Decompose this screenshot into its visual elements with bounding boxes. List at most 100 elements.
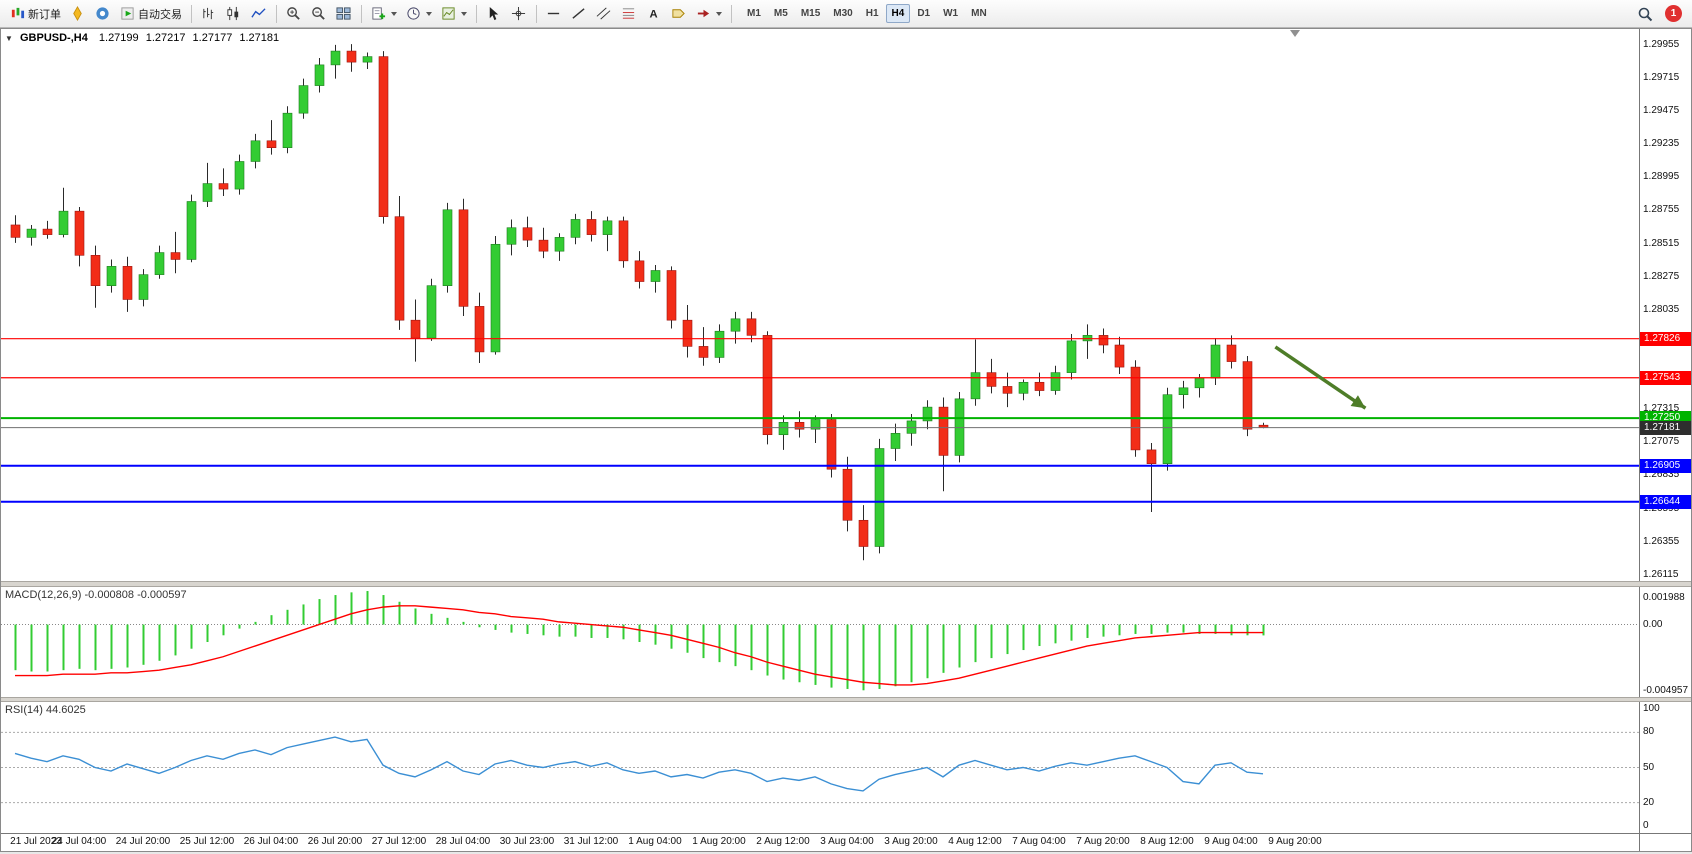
zoom-out-button[interactable] [307,2,331,26]
rsi-label: RSI(14) 44.6025 [5,704,86,716]
panel-divider[interactable] [1,697,1691,702]
main-toolbar: 新订单 自动交易 [0,0,1692,28]
channel-tool-button[interactable] [592,2,616,26]
time-label: 1 Aug 20:00 [692,836,746,847]
tile-windows-icon [336,7,351,20]
toolbar-separator [476,4,477,23]
chart-window: ▼ GBPUSD-,H4 1.27199 1.27217 1.27177 1.2… [0,28,1692,852]
notification-badge[interactable]: 1 [1665,5,1682,22]
timeframe-button-h4[interactable]: H4 [885,4,911,23]
quote-high: 1.27217 [145,32,186,44]
templates-button[interactable] [437,2,471,26]
price-tick: 1.29475 [1643,105,1680,117]
timeframe-button-m30[interactable]: M30 [827,4,858,23]
time-label: 25 Jul 12:00 [179,836,235,847]
price-tick: 1.28995 [1643,171,1680,183]
price-line-box: 1.27181 [1640,420,1691,435]
time-label: 9 Aug 20:00 [1268,836,1322,847]
zoom-out-icon [312,7,325,20]
zoom-in-button[interactable] [282,2,306,26]
rsi-panel[interactable]: RSI(14) 44.6025 [1,702,1639,833]
toolbar-separator [536,4,537,23]
time-label: 24 Jul 04:00 [51,836,107,847]
timeframe-group: M1 M5 M15 M30 H1 H4 D1 W1 MN [741,4,993,23]
trendline-tool-button[interactable] [567,2,591,26]
tile-windows-button[interactable] [332,2,356,26]
price-line-box: 1.27543 [1640,370,1691,385]
price-tick: 1.27315 [1643,403,1680,415]
new-chart-button[interactable] [367,2,401,26]
macd-canvas[interactable] [1,587,1639,697]
time-axis[interactable]: 21 Jul 2023 24 Jul 04:00 24 Jul 20:00 25 Ju… [1,834,1639,851]
macd-tick: 0.00 [1643,618,1663,630]
time-label: 3 Aug 20:00 [884,836,938,847]
toolbar-separator [361,4,362,23]
macd-panel[interactable]: MACD(12,26,9) -0.000808 -0.000597 [1,587,1639,697]
price-scale[interactable]: 1.29955 1.29715 1.29475 1.29235 1.28995 1.287… [1639,29,1691,581]
time-label: 7 Aug 20:00 [1076,836,1130,847]
price-line-box: 1.26644 [1640,494,1691,509]
macd-tick: -0.004957 [1643,685,1689,697]
time-label: 31 Jul 12:00 [563,836,619,847]
timeframe-button-d1[interactable]: D1 [911,4,936,23]
channel-icon [596,7,611,20]
chevron-down-icon [391,11,397,16]
time-label: 21 Jul 2023 [10,836,62,847]
search-button[interactable] [1633,2,1657,26]
timeframe-button-m15[interactable]: M15 [795,4,826,23]
chevron-down-icon [716,11,722,16]
price-tick: 1.27075 [1643,436,1680,448]
price-tick: 1.29235 [1643,138,1680,150]
autotrading-icon [121,7,134,20]
cursor-tool-button[interactable] [482,2,506,26]
price-line-box: 1.26905 [1640,458,1691,473]
rsi-canvas[interactable] [1,702,1639,833]
rsi-scale[interactable]: 100 80 50 20 0 [1639,702,1691,833]
timeframe-button-m1[interactable]: M1 [741,4,767,23]
crosshair-tool-button[interactable] [507,2,531,26]
price-tick: 1.26115 [1643,568,1679,580]
time-label: 3 Aug 04:00 [820,836,874,847]
toolbar-separator [191,4,192,23]
symbol-title: GBPUSD-,H4 [19,32,88,44]
template-icon [442,7,455,20]
time-label: 26 Jul 20:00 [307,836,363,847]
timeframe-button-m5[interactable]: M5 [768,4,794,23]
macd-scale[interactable]: 0.001988 0.00 -0.004957 [1639,587,1691,697]
rsi-tick: 0 [1643,820,1649,831]
bar-chart-button[interactable] [197,2,221,26]
timeframe-button-h1[interactable]: H1 [860,4,885,23]
candlestick-canvas[interactable] [1,29,1639,581]
timeframe-button-w1[interactable]: W1 [937,4,964,23]
time-label: 8 Aug 12:00 [1140,836,1194,847]
text-tool-button[interactable]: A [642,2,666,26]
bar-chart-icon [203,7,214,20]
periods-button[interactable] [402,2,436,26]
timeframe-button-mn[interactable]: MN [965,4,993,23]
time-label: 26 Jul 04:00 [243,836,299,847]
market-button[interactable] [66,2,90,26]
main-chart-area[interactable]: ▼ GBPUSD-,H4 1.27199 1.27217 1.27177 1.2… [1,29,1639,581]
label-tool-button[interactable] [667,2,691,26]
price-tick: 1.28515 [1643,237,1680,249]
community-button[interactable] [91,2,115,26]
panel-divider[interactable] [1,581,1691,587]
new-order-button[interactable]: 新订单 [6,2,65,26]
fibonacci-tool-button[interactable] [617,2,641,26]
price-tick: 1.29955 [1643,38,1680,50]
macd-label: MACD(12,26,9) -0.000808 -0.000597 [5,589,187,601]
community-icon [96,7,109,20]
rsi-tick: 100 [1643,703,1660,714]
horizontal-line-icon [547,12,560,15]
text-icon: A [649,8,657,20]
search-icon [1638,7,1653,21]
rsi-tick: 50 [1643,761,1655,773]
autotrading-button[interactable]: 自动交易 [116,2,186,26]
axis-corner [1639,834,1691,851]
crosshair-icon [511,6,526,21]
symbol-dropdown-icon[interactable]: ▼ [5,34,13,43]
horizontal-line-tool-button[interactable] [542,2,566,26]
arrows-tool-button[interactable] [692,2,726,26]
line-chart-button[interactable] [247,2,271,26]
candlestick-chart-button[interactable] [222,2,246,26]
